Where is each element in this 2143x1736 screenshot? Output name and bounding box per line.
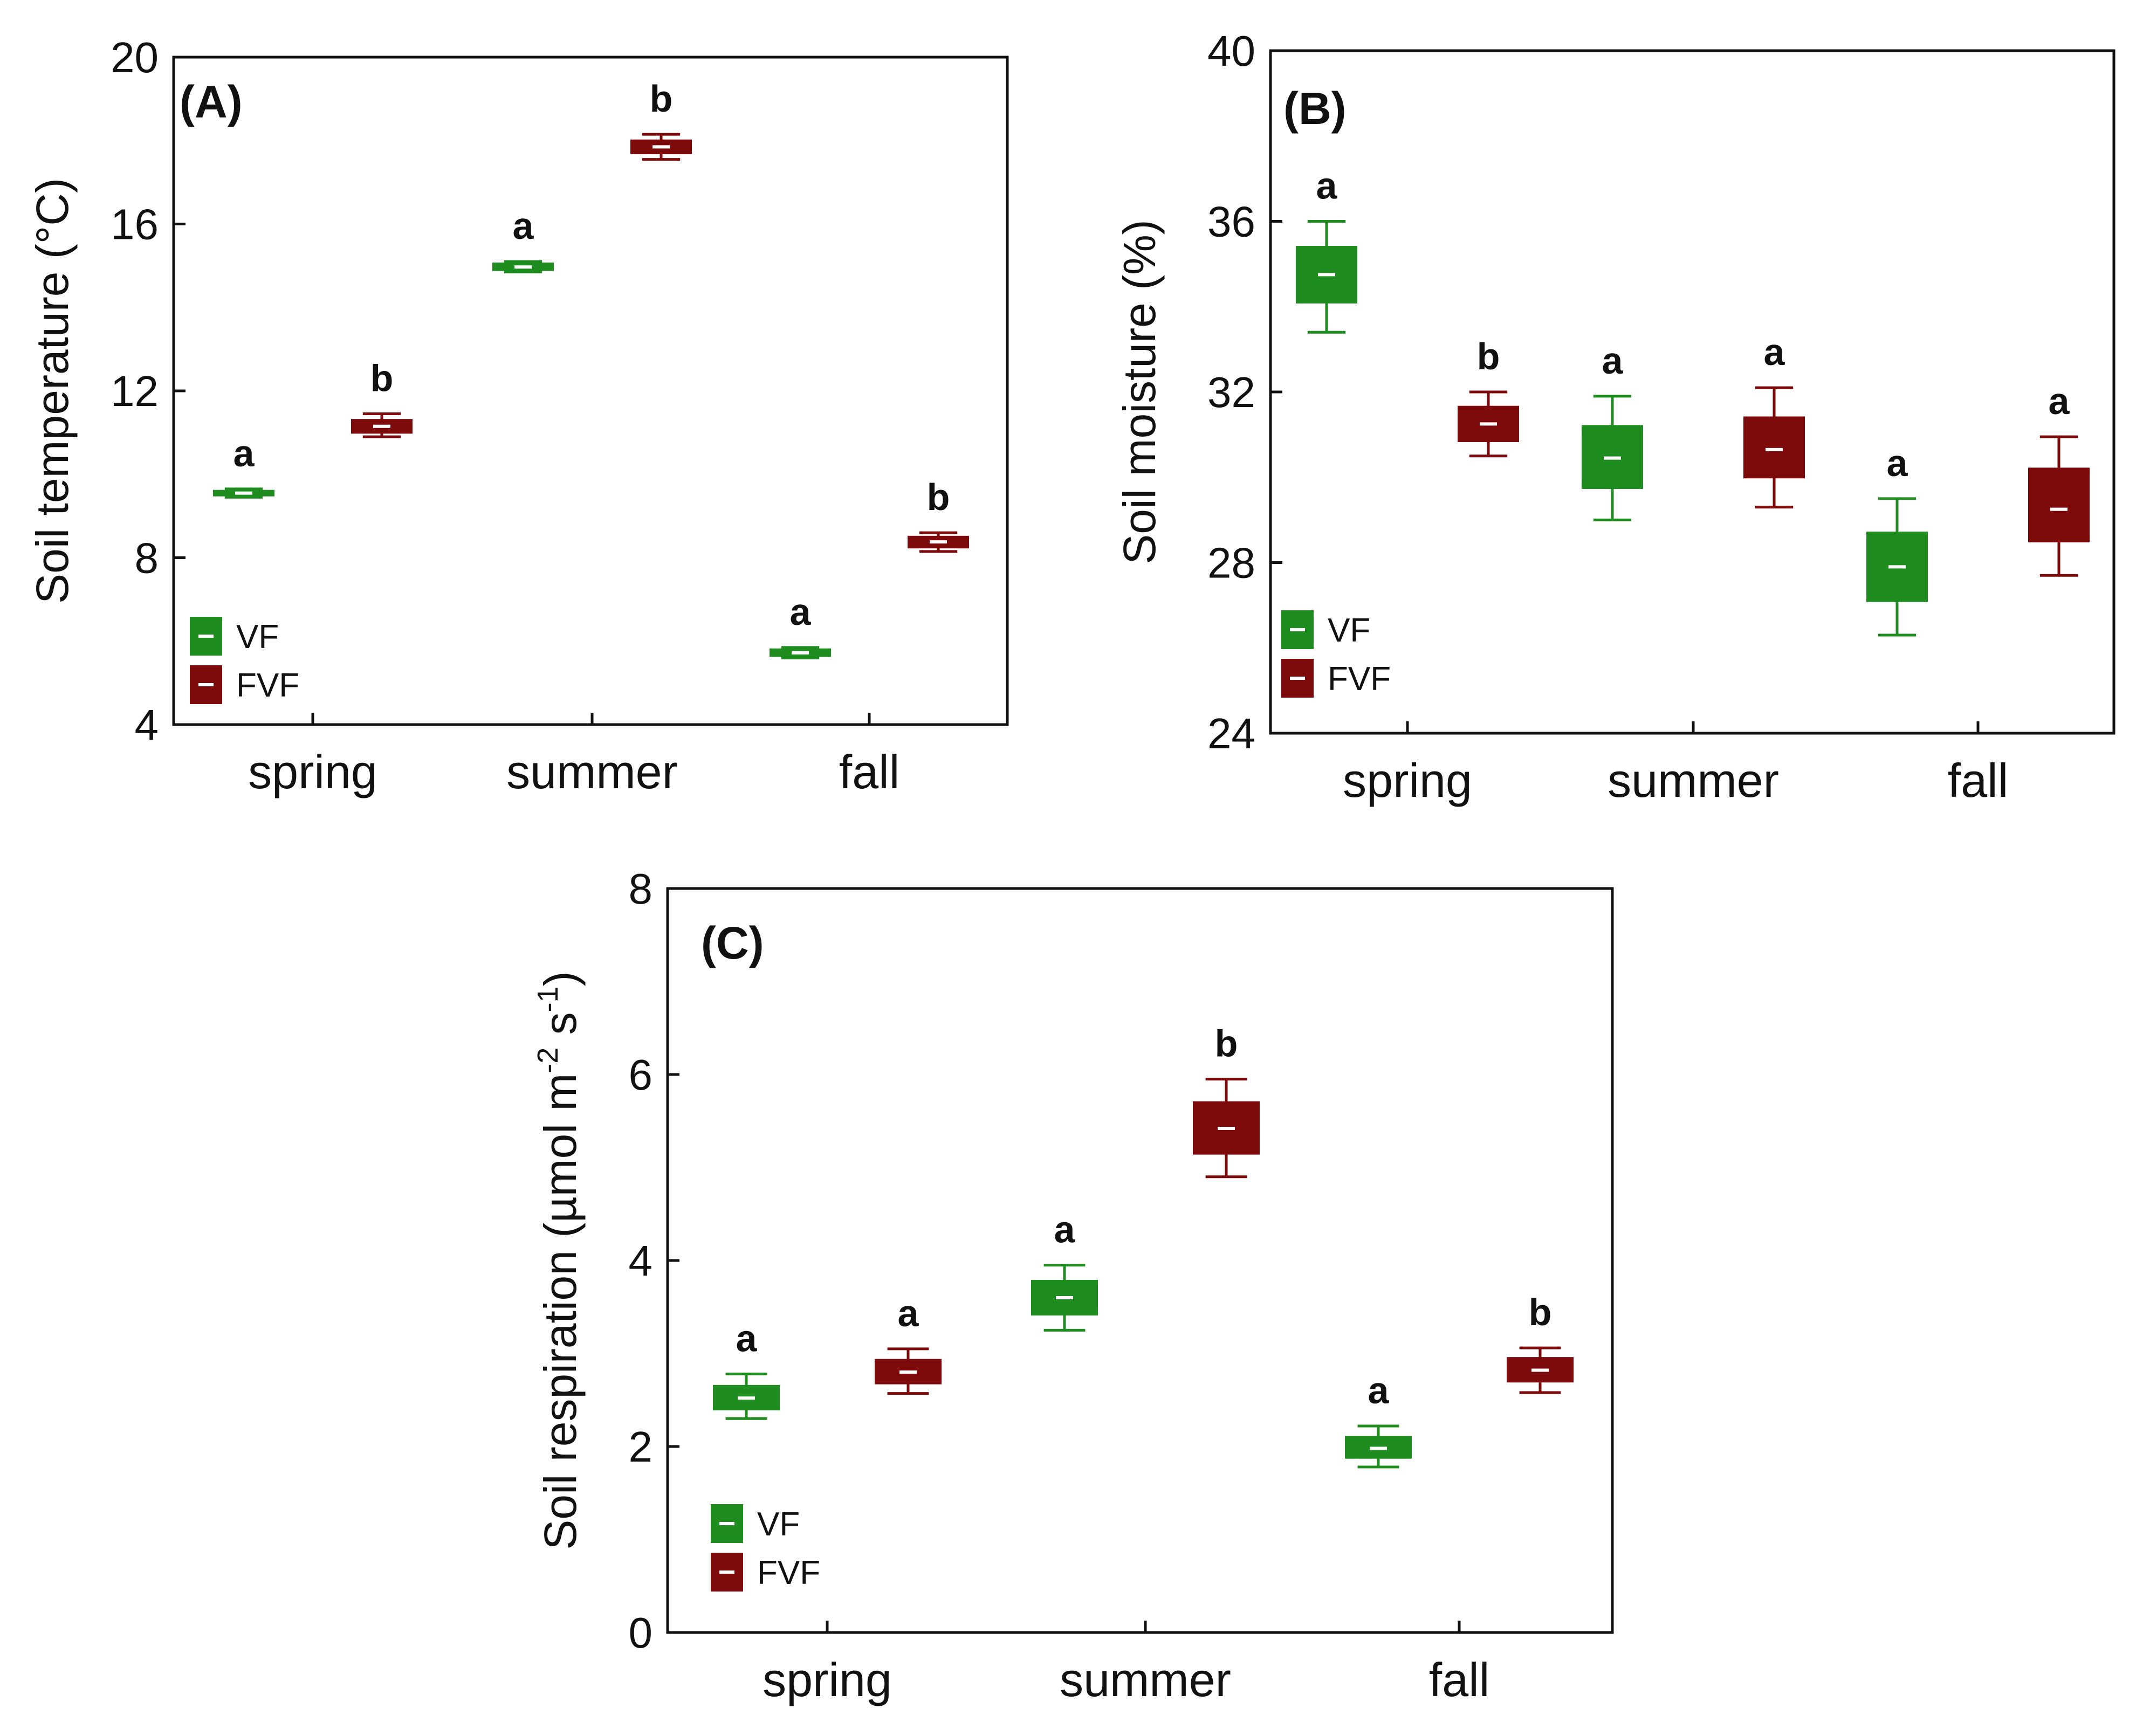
panel-label-b: (B) (1283, 83, 1347, 134)
legend-label-vf: VF (236, 618, 279, 656)
x-category-label-a-spring: spring (248, 745, 377, 798)
y-tick-label-a-0: 4 (135, 701, 159, 749)
y-tick-label-a-4: 20 (111, 33, 159, 81)
x-category-label-b-summer: summer (1608, 754, 1779, 807)
y-tick-label-c-3: 6 (629, 1051, 653, 1099)
y-axis-title-c: Soil respiration (µmol m-2 s-1) (532, 971, 586, 1549)
box-c-VF-summer: a (1031, 1209, 1098, 1332)
significance-letter-a-VF-summer: a (513, 205, 534, 247)
legend-a: VF FVF (190, 617, 299, 704)
significance-letter-a-FVF-spring: b (370, 357, 394, 399)
significance-letter-a-VF-spring: a (233, 432, 255, 474)
box-a-VF-summer: a (492, 205, 554, 273)
box-a-VF-fall: a (770, 591, 831, 659)
panel-a: (A) Soil temperature (°C) 4 8 12 16 20 sprin… (27, 33, 1009, 798)
y-axis-title-b: Soil moisture (%) (1114, 219, 1165, 564)
legend-c: VF FVF (711, 1504, 820, 1592)
legend-label-vf: VF (1328, 612, 1370, 649)
y-tick-label-a-2: 12 (111, 367, 159, 415)
y-tick-label-b-1: 28 (1207, 539, 1255, 587)
y-tick-label-b-4: 40 (1207, 27, 1255, 75)
box-a-VF-spring: a (213, 432, 274, 499)
y-axis-title-a: Soil temperature (°C) (27, 178, 78, 604)
legend-label-vf: VF (757, 1506, 800, 1543)
panel-c: (C) Soil respiration (µmol m-2 s-1) 0 2 4 6… (532, 865, 1614, 1706)
significance-letter-b-VF-spring: a (1316, 165, 1338, 207)
box-body (2028, 467, 2090, 542)
box-c-FVF-spring: a (875, 1292, 942, 1395)
significance-letter-c-VF-spring: a (736, 1317, 758, 1359)
box-a-FVF-summer: b (630, 78, 692, 161)
significance-letter-a-VF-fall: a (790, 591, 812, 633)
significance-letter-b-VF-summer: a (1602, 340, 1624, 382)
significance-letter-a-FVF-fall: b (927, 476, 950, 518)
x-category-label-c-spring: spring (763, 1653, 892, 1706)
significance-letter-b-FVF-summer: a (1764, 331, 1785, 373)
significance-letter-b-FVF-spring: b (1477, 335, 1500, 377)
y-tick-label-a-3: 16 (111, 201, 159, 249)
significance-letter-c-VF-summer: a (1054, 1209, 1076, 1251)
box-a-FVF-fall: b (908, 476, 969, 553)
box-c-FVF-fall: b (1507, 1291, 1574, 1394)
box-b-FVF-summer: a (1743, 331, 1805, 509)
y-tick-label-c-4: 8 (629, 865, 653, 913)
y-axis-title-c-main: Soil respiration (µmol m (535, 1073, 586, 1550)
box-b-FVF-spring: b (1458, 335, 1519, 458)
plot-frame-b (1269, 49, 2115, 735)
panel-label-a: (A) (180, 77, 243, 127)
y-axis-title-c-sup1: -2 (532, 1048, 564, 1073)
box-b-VF-summer: a (1582, 340, 1643, 521)
box-body (1743, 416, 1805, 479)
x-category-label-c-fall: fall (1429, 1653, 1490, 1706)
panel-b: (B) Soil moisture (%) 24 28 32 36 40 spring s… (1114, 27, 2115, 807)
y-tick-label-b-0: 24 (1207, 709, 1255, 757)
plot-frame-a (172, 56, 1009, 726)
significance-letter-b-FVF-fall: a (2049, 380, 2070, 422)
box-b-VF-fall: a (1866, 442, 1928, 637)
significance-letter-b-VF-fall: a (1887, 442, 1908, 484)
box-c-FVF-summer: b (1193, 1023, 1260, 1179)
x-category-label-a-fall: fall (839, 745, 900, 798)
y-tick-label-a-1: 8 (135, 534, 159, 582)
box-c-VF-spring: a (713, 1317, 780, 1420)
box-body (1193, 1101, 1260, 1155)
box-a-FVF-spring: b (351, 357, 413, 438)
y-tick-label-c-0: 0 (629, 1609, 653, 1657)
y-axis-title-c-sup2: -1 (532, 986, 564, 1012)
significance-letter-a-FVF-summer: b (650, 78, 673, 120)
legend-label-fvf: FVF (757, 1554, 820, 1592)
box-b-FVF-fall: a (2028, 380, 2090, 577)
legend-label-fvf: FVF (1328, 660, 1391, 698)
y-tick-label-c-1: 2 (629, 1423, 653, 1471)
significance-letter-c-FVF-spring: a (898, 1292, 919, 1334)
significance-letter-c-FVF-fall: b (1529, 1291, 1552, 1333)
y-axis-title-c-end: ) (535, 971, 586, 986)
y-tick-label-c-2: 4 (629, 1237, 653, 1285)
x-category-label-b-spring: spring (1343, 754, 1472, 807)
box-b-VF-spring: a (1296, 165, 1357, 334)
y-tick-label-b-2: 32 (1207, 368, 1255, 416)
significance-letter-c-FVF-summer: b (1215, 1023, 1238, 1065)
box-c-VF-fall: a (1345, 1369, 1412, 1469)
legend-b: VF FVF (1281, 610, 1391, 698)
x-category-label-c-summer: summer (1060, 1653, 1231, 1706)
y-tick-label-b-3: 36 (1207, 198, 1255, 246)
panel-label-c: (C) (701, 918, 764, 968)
y-axis-title-c-mid: s (535, 1012, 586, 1047)
significance-letter-c-VF-fall: a (1368, 1369, 1390, 1411)
legend-label-fvf: FVF (236, 667, 299, 704)
plot-frame-c (666, 887, 1614, 1634)
x-category-label-b-fall: fall (1948, 754, 2009, 807)
x-category-label-a-summer: summer (506, 745, 678, 798)
